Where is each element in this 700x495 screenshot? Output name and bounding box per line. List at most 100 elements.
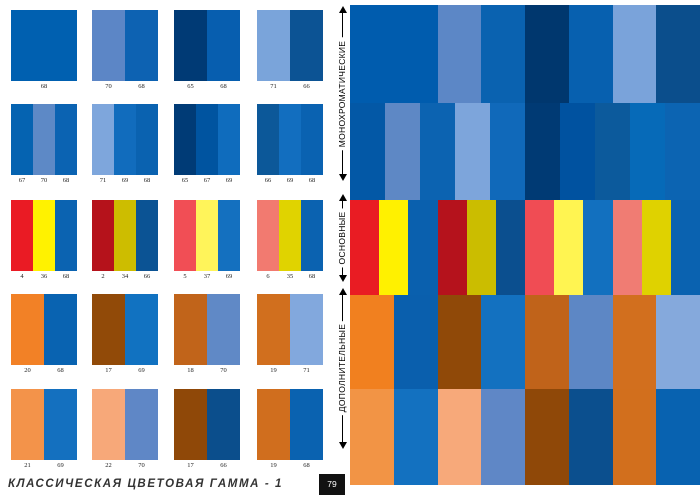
swatch-strip [55,200,77,271]
color-band [385,103,420,200]
color-band [420,103,455,200]
swatch-strip [125,10,158,81]
swatch-strip [11,389,44,460]
swatch-strip [290,294,323,365]
swatch-number: 68 [62,177,70,184]
color-swatch [174,294,240,365]
color-band [350,5,394,103]
color-band [350,200,379,295]
swatch-strip [125,389,158,460]
swatch-caption: 22 70 [92,461,158,471]
color-band [642,200,671,295]
swatch-strip [301,104,323,175]
swatch-number: 68 [143,177,151,184]
swatch-strip [218,104,240,175]
swatch-number: 68 [57,367,64,374]
color-swatch [92,294,158,365]
swatch-caption: 71 69 68 [92,176,158,186]
swatch-strip [44,294,77,365]
swatch-number: 69 [286,177,294,184]
color-band [656,295,700,389]
color-band [438,200,467,295]
swatch-caption: 67 70 68 [11,176,77,186]
swatch-number: 69 [225,273,233,280]
basic-arrow-bottom-icon [339,275,347,282]
color-swatch [11,294,77,365]
color-band [630,103,665,200]
color-swatch [174,104,240,175]
swatch-number: 68 [220,83,227,90]
footer-title: КЛАССИЧЕСКАЯ ЦВЕТОВАЯ ГАММА - 1 [8,478,284,490]
swatch-strip [257,200,279,271]
color-band [467,200,496,295]
swatch-strip [196,104,218,175]
swatch-number: 21 [24,462,31,469]
swatch-chart: 68 70 68 65 68 71 66 67 70 68 71 69 68 65 67 69 66 69 68 4 3… [0,0,340,469]
color-band [394,295,438,389]
swatch-caption: 4 36 68 [11,272,77,282]
swatch-number: 67 [18,177,26,184]
color-swatch [11,389,77,460]
swatch-caption: 19 68 [257,461,323,471]
swatch-number: 69 [138,367,145,374]
swatch-caption: 70 68 [92,82,158,92]
color-band [525,200,554,295]
color-band [394,389,438,485]
swatch-strip [11,104,33,175]
swatch-number: 70 [40,177,48,184]
color-swatch [257,389,323,460]
swatch-strip [174,104,196,175]
color-band [569,389,613,485]
color-band [350,103,385,200]
swatch-number: 34 [121,273,129,280]
color-swatch [174,200,240,271]
swatch-strip [125,294,158,365]
swatch-number: 70 [105,83,112,90]
swatch-caption: 17 69 [92,366,158,376]
swatch-strip [11,10,77,81]
swatch-caption: 65 67 69 [174,176,240,186]
color-swatch [257,294,323,365]
section-label-basic: ОСНОВНЫЕ [336,208,348,268]
swatch-number: 66 [264,177,272,184]
swatch-number: 68 [308,177,316,184]
color-band-grid [350,5,700,485]
color-band [613,295,656,389]
color-band [525,103,560,200]
swatch-caption: 17 66 [174,461,240,471]
color-band [554,200,583,295]
color-band [481,5,525,103]
color-band [350,295,394,389]
swatch-number: 70 [220,367,227,374]
color-band [481,295,525,389]
swatch-caption: 18 70 [174,366,240,376]
color-swatch [174,10,240,81]
color-band [665,103,700,200]
color-band [455,103,490,200]
color-band [595,103,630,200]
swatch-number: 19 [270,462,277,469]
color-band [525,295,569,389]
swatch-caption: 21 69 [11,461,77,471]
swatch-number: 6 [266,273,270,280]
swatch-number: 68 [40,83,48,90]
swatch-strip [174,10,207,81]
swatch-strip [257,389,290,460]
color-swatch [92,200,158,271]
swatch-number: 71 [303,367,310,374]
color-band [379,200,408,295]
color-band [656,5,700,103]
swatch-number: 37 [203,273,211,280]
color-swatch [11,104,77,175]
swatch-number: 2 [101,273,105,280]
color-band [394,5,438,103]
swatch-number: 17 [105,367,112,374]
swatch-number: 69 [57,462,64,469]
color-band [671,200,700,295]
swatch-strip [207,10,240,81]
color-swatch [92,104,158,175]
color-swatch [11,10,77,81]
swatch-caption: 19 71 [257,366,323,376]
swatch-number: 36 [40,273,48,280]
color-swatch [257,104,323,175]
